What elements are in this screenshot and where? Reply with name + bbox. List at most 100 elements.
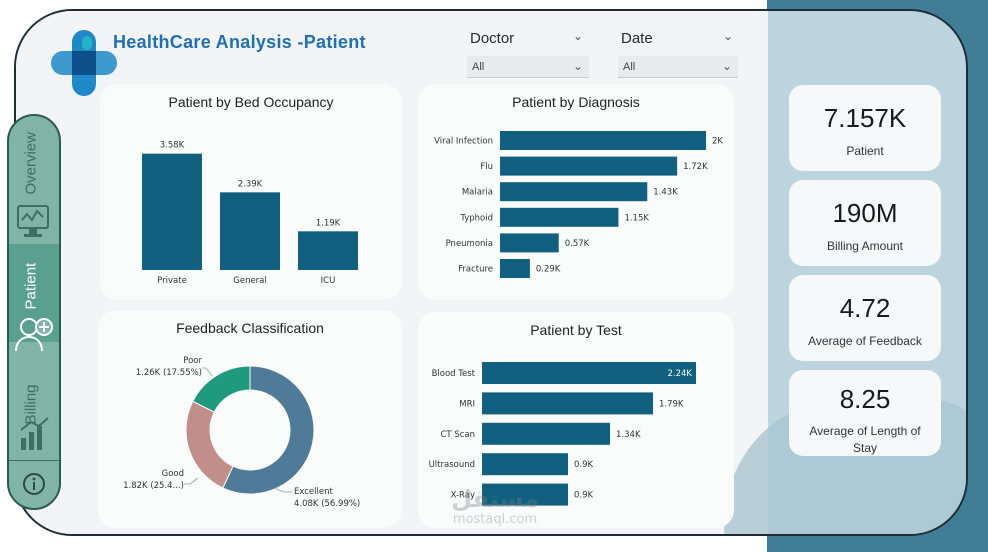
bed-occupancy-card: Patient by Bed Occupancy 3.58K Private 2.3… [100, 84, 402, 300]
bed-occupancy-title: Patient by Bed Occupancy [168, 94, 334, 110]
feedback-chart: Excellent 4.08K (56.99%) Good 1.82K (25.4..… [123, 356, 360, 509]
test-title: Patient by Test [530, 322, 622, 338]
bar [298, 231, 358, 270]
data-label: 1.15K [624, 213, 649, 223]
bar [500, 182, 648, 202]
bar [482, 483, 568, 506]
patient-icon[interactable] [13, 313, 55, 355]
data-label: 2.24K [668, 369, 693, 379]
kpi-label: Average of Length of Stay [809, 424, 921, 455]
category-label: Malaria [462, 188, 493, 198]
category-label: Flu [480, 162, 493, 172]
kpi-value: 190M [832, 198, 898, 228]
leader-line-excellent [273, 487, 292, 493]
kpi-value: 8.25 [839, 384, 891, 414]
slice-label-good: 1.82K (25.4...) [123, 481, 184, 491]
kpi-label: Billing Amount [826, 239, 904, 253]
chevron-down-icon: ⌄ [721, 59, 732, 73]
data-label: 3.58K [160, 141, 185, 151]
date-filter-value: All [623, 61, 636, 73]
category-label: CT Scan [441, 430, 476, 440]
doctor-filter-value: All [472, 61, 485, 73]
diagnosis-title: Patient by Diagnosis [512, 94, 640, 110]
monitor-icon[interactable] [15, 202, 51, 242]
data-label: 1.43K [653, 188, 678, 198]
category-label: Private [157, 276, 187, 286]
bar [482, 362, 696, 384]
diagnosis-chart: Viral Infection 2K Flu 1.72K Malaria 1.43K Typ… [434, 131, 723, 278]
watermark-latin: mostaql.com [452, 512, 538, 527]
category-label: X-Ray [451, 491, 475, 501]
data-label: 1.79K [659, 399, 684, 409]
category-label: Blood Test [432, 369, 476, 379]
kpi-value: 4.72 [839, 293, 891, 323]
bar [142, 153, 202, 270]
nav-item-overview[interactable]: Overview [22, 131, 40, 195]
feedback-title: Feedback Classification [176, 320, 324, 336]
nav-divider [9, 460, 59, 461]
data-label: 1.72K [683, 162, 708, 172]
nav-item-patient[interactable]: Patient [22, 262, 40, 310]
kpi-card-patient: 7.157K Patient [789, 85, 941, 171]
bar [482, 422, 611, 445]
bar [500, 207, 619, 227]
bar [500, 233, 559, 253]
kpi-label: Average of Feedback [808, 334, 922, 348]
category-label: Ultrasound [429, 460, 475, 470]
date-filter-select[interactable]: All ⌄ [618, 56, 738, 78]
side-navigation: Overview Patient Billing [7, 114, 61, 510]
feedback-card: Feedback Classification Excellent 4.08K (… [98, 310, 402, 528]
slice-name-poor: Poor [183, 356, 202, 366]
kpi-label: Patient [846, 144, 884, 158]
bar [500, 259, 530, 278]
data-label: 1.19K [316, 218, 341, 228]
kpi-card-length-of-stay: 8.25 Average of Length of Stay [789, 370, 941, 456]
doctor-filter-label: Doctor [470, 30, 515, 47]
donut-slice-good [185, 400, 234, 489]
watermark-arabic: مستقل [451, 485, 539, 513]
chevron-down-icon: ⌄ [572, 59, 583, 73]
bed-occupancy-chart: 3.58K Private 2.39K General 1.19K ICU [142, 141, 358, 286]
leader-line-good [184, 477, 199, 485]
bar [482, 392, 654, 415]
category-label: General [233, 276, 267, 286]
slice-label-excellent: 4.08K (56.99%) [294, 499, 360, 509]
category-label: MRI [459, 399, 475, 409]
leader-line-poor [202, 367, 213, 377]
test-card: Patient by Test Blood Test 2.24K MRI 1.79K C… [418, 312, 734, 528]
kpi-value: 7.157K [823, 103, 907, 133]
category-label: Pneumonia [446, 239, 493, 249]
doctor-filter-select[interactable]: All ⌄ [467, 56, 589, 78]
diagnosis-card: Patient by Diagnosis Viral Infection 2K Fl… [418, 84, 734, 300]
bar [220, 192, 280, 270]
slice-name-excellent: Excellent [294, 487, 333, 497]
bar [500, 156, 678, 176]
category-label: Viral Infection [434, 137, 493, 147]
slice-name-good: Good [162, 469, 184, 479]
donut-slice-poor [192, 365, 251, 413]
chevron-down-icon[interactable]: ⌄ [573, 29, 584, 43]
data-label: 0.57K [565, 239, 590, 249]
data-label: 0.9K [574, 460, 594, 470]
info-icon[interactable] [22, 472, 46, 496]
healthcare-logo-icon [51, 30, 117, 96]
chevron-down-icon[interactable]: ⌄ [723, 29, 734, 43]
data-label: 1.34K [616, 430, 641, 440]
watermark: مستقل mostaql.com [430, 486, 560, 527]
bar [482, 453, 568, 476]
kpi-card-billing: 190M Billing Amount [789, 180, 941, 266]
kpi-card-feedback: 4.72 Average of Feedback [789, 275, 941, 361]
category-label: ICU [321, 276, 336, 286]
billing-icon[interactable] [17, 416, 51, 452]
slice-label-poor: 1.26K (17.55%) [136, 368, 202, 378]
test-chart: Blood Test 2.24K MRI 1.79K CT Scan 1.34K Ultra… [429, 362, 696, 506]
date-filter-label: Date [621, 30, 653, 47]
page-title: HealthCare Analysis -Patient [113, 32, 366, 52]
data-label: 2K [712, 137, 723, 147]
data-label: 2.39K [238, 179, 263, 189]
category-label: Typhoid [459, 213, 493, 223]
data-label: 0.29K [536, 265, 561, 275]
bar [500, 131, 706, 150]
donut-slice-excellent [222, 365, 315, 495]
